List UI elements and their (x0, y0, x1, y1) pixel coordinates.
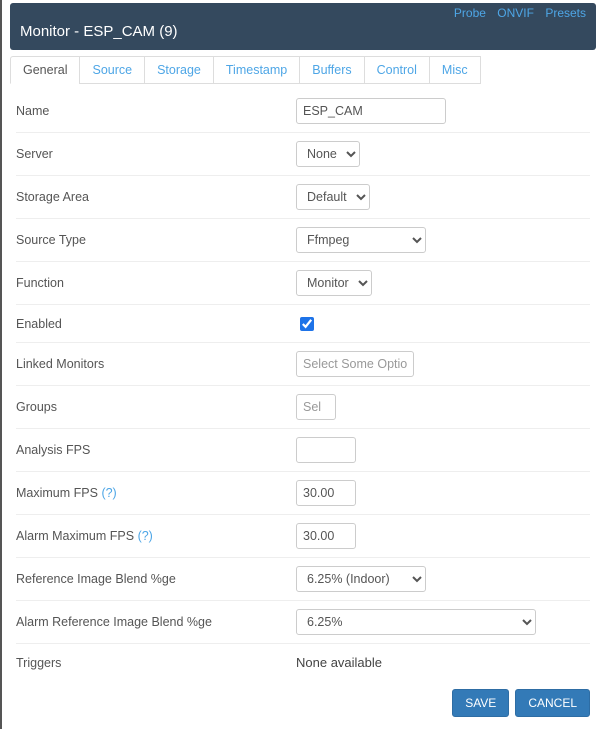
label-triggers: Triggers (16, 656, 296, 670)
ref-blend-select[interactable]: 6.25% (Indoor) (296, 566, 426, 592)
name-input[interactable] (296, 98, 446, 124)
form-general: Name Server None Storage Area Default So… (10, 90, 596, 681)
row-triggers: Triggers None available (16, 643, 590, 681)
row-name: Name (16, 90, 590, 132)
label-maximum-fps: Maximum FPS (?) (16, 486, 296, 500)
label-ref-blend: Reference Image Blend %ge (16, 572, 296, 586)
tab-storage[interactable]: Storage (144, 56, 214, 84)
row-analysis-fps: Analysis FPS (16, 428, 590, 471)
enabled-checkbox[interactable] (300, 317, 314, 331)
tab-buffers[interactable]: Buffers (299, 56, 364, 84)
linked-monitors-input[interactable] (296, 351, 414, 377)
row-linked-monitors: Linked Monitors (16, 342, 590, 385)
tab-general[interactable]: General (10, 56, 80, 84)
label-server: Server (16, 147, 296, 161)
tab-bar: General Source Storage Timestamp Buffers… (10, 56, 596, 84)
onvif-link[interactable]: ONVIF (497, 6, 534, 20)
alarm-ref-blend-select[interactable]: 6.25% (296, 609, 536, 635)
tab-control[interactable]: Control (364, 56, 430, 84)
window-header: Probe ONVIF Presets Monitor - ESP_CAM (9… (10, 3, 596, 50)
save-button[interactable]: SAVE (452, 689, 509, 717)
label-alarm-ref-blend: Alarm Reference Image Blend %ge (16, 615, 296, 629)
tab-timestamp[interactable]: Timestamp (213, 56, 300, 84)
row-source-type: Source Type Ffmpeg (16, 218, 590, 261)
help-alarm-maximum-fps[interactable]: (?) (138, 529, 153, 543)
label-name: Name (16, 104, 296, 118)
label-groups: Groups (16, 400, 296, 414)
row-storage-area: Storage Area Default (16, 175, 590, 218)
footer: SAVE CANCEL (10, 681, 596, 721)
source-type-select[interactable]: Ffmpeg (296, 227, 426, 253)
label-analysis-fps: Analysis FPS (16, 443, 296, 457)
row-function: Function Monitor (16, 261, 590, 304)
row-enabled: Enabled (16, 304, 590, 342)
tab-source[interactable]: Source (79, 56, 145, 84)
tab-misc[interactable]: Misc (429, 56, 481, 84)
probe-link[interactable]: Probe (454, 6, 486, 20)
groups-input[interactable] (296, 394, 336, 420)
label-linked-monitors: Linked Monitors (16, 357, 296, 371)
server-select[interactable]: None (296, 141, 360, 167)
maximum-fps-input[interactable] (296, 480, 356, 506)
row-groups: Groups (16, 385, 590, 428)
cancel-button[interactable]: CANCEL (515, 689, 590, 717)
row-ref-blend: Reference Image Blend %ge 6.25% (Indoor) (16, 557, 590, 600)
window-title: Monitor - ESP_CAM (9) (20, 23, 586, 40)
header-links: Probe ONVIF Presets (446, 6, 586, 20)
storage-area-select[interactable]: Default (296, 184, 370, 210)
row-server: Server None (16, 132, 590, 175)
label-function: Function (16, 276, 296, 290)
analysis-fps-input[interactable] (296, 437, 356, 463)
label-storage-area: Storage Area (16, 190, 296, 204)
label-alarm-maximum-fps-text: Alarm Maximum FPS (16, 529, 134, 543)
label-source-type: Source Type (16, 233, 296, 247)
label-alarm-maximum-fps: Alarm Maximum FPS (?) (16, 529, 296, 543)
help-maximum-fps[interactable]: (?) (101, 486, 116, 500)
row-alarm-maximum-fps: Alarm Maximum FPS (?) (16, 514, 590, 557)
label-enabled: Enabled (16, 317, 296, 331)
presets-link[interactable]: Presets (545, 6, 586, 20)
triggers-value: None available (296, 655, 590, 670)
alarm-maximum-fps-input[interactable] (296, 523, 356, 549)
label-maximum-fps-text: Maximum FPS (16, 486, 98, 500)
function-select[interactable]: Monitor (296, 270, 372, 296)
row-alarm-ref-blend: Alarm Reference Image Blend %ge 6.25% (16, 600, 590, 643)
row-maximum-fps: Maximum FPS (?) (16, 471, 590, 514)
